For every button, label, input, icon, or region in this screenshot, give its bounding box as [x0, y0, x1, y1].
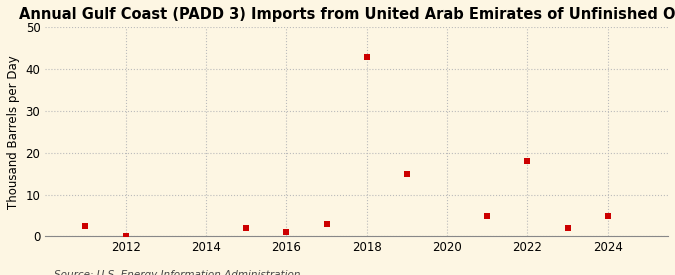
- Title: Annual Gulf Coast (PADD 3) Imports from United Arab Emirates of Unfinished Oils: Annual Gulf Coast (PADD 3) Imports from …: [19, 7, 675, 22]
- Point: [241, 226, 252, 230]
- Point: [361, 54, 372, 59]
- Point: [522, 159, 533, 163]
- Point: [402, 172, 412, 176]
- Y-axis label: Thousand Barrels per Day: Thousand Barrels per Day: [7, 55, 20, 209]
- Point: [602, 213, 613, 218]
- Point: [321, 222, 332, 226]
- Point: [482, 213, 493, 218]
- Text: Source: U.S. Energy Information Administration: Source: U.S. Energy Information Administ…: [54, 271, 300, 275]
- Point: [120, 233, 131, 238]
- Point: [562, 226, 573, 230]
- Point: [80, 224, 91, 228]
- Point: [281, 230, 292, 235]
